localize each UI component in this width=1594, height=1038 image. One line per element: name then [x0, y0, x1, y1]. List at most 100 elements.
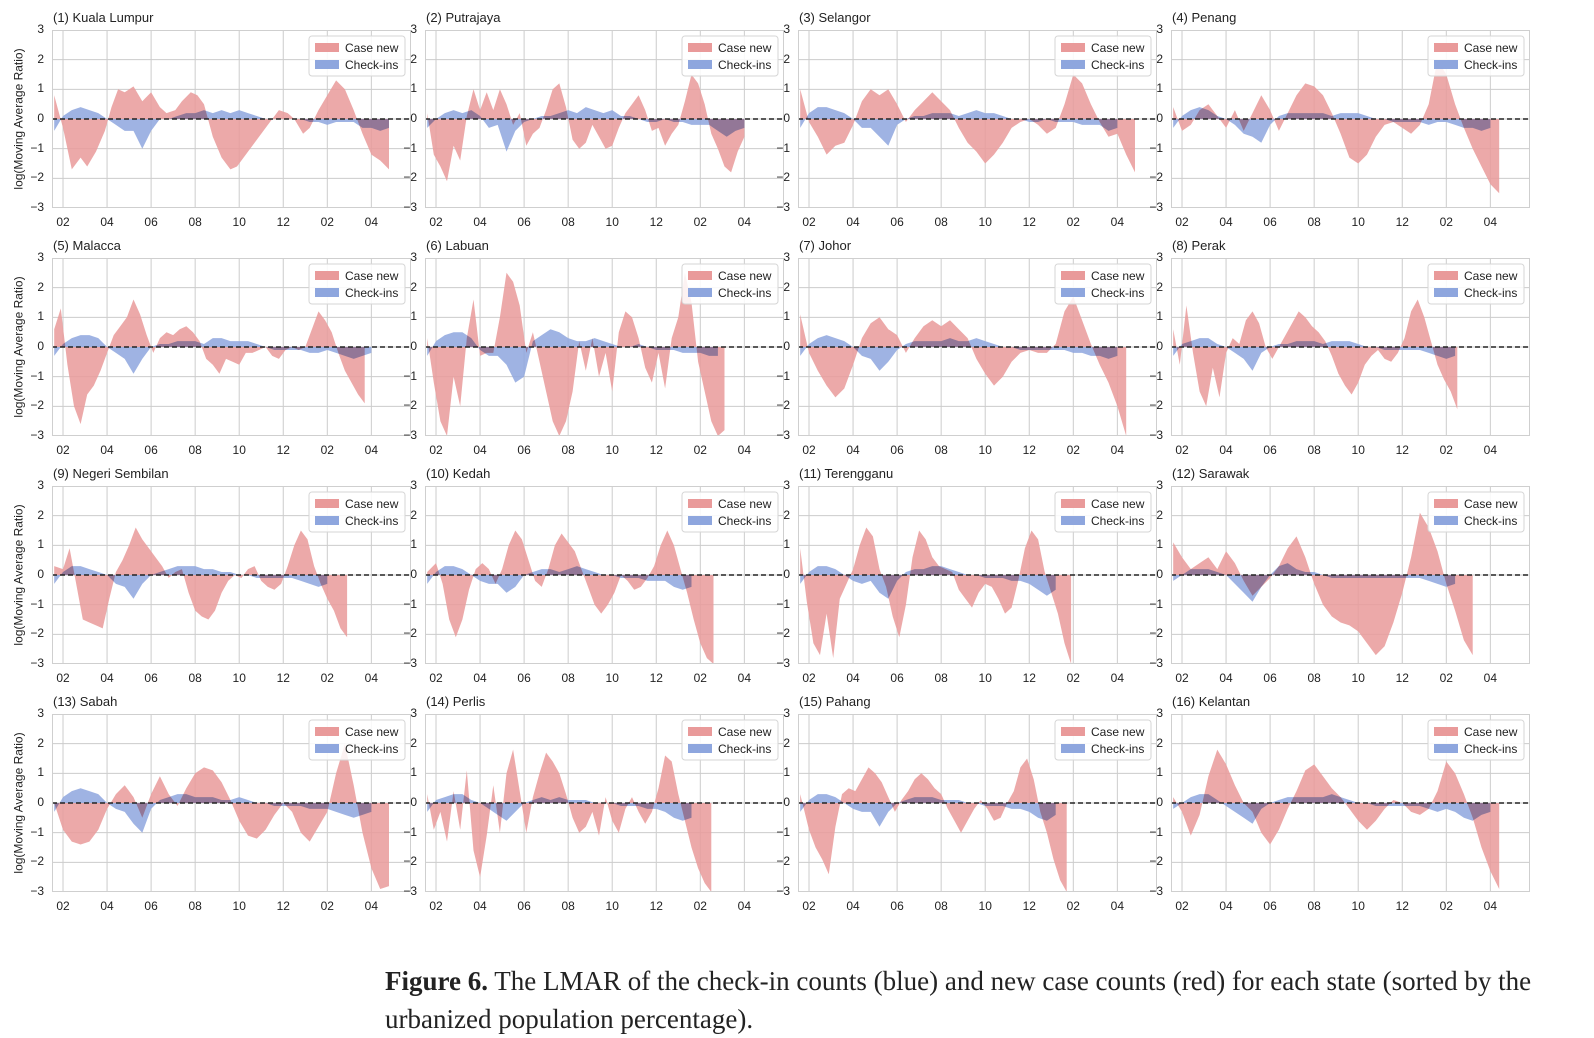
- x-tick-label: 12: [276, 215, 290, 229]
- y-tick-label: −1: [776, 368, 790, 383]
- x-tick-label: 04: [364, 215, 379, 229]
- y-tick-label: 1: [1156, 81, 1163, 96]
- x-tick-label: 06: [517, 443, 531, 457]
- x-tick-label: 12: [276, 899, 290, 913]
- y-tick-label: 2: [37, 507, 44, 522]
- x-tick-label: 06: [517, 215, 531, 229]
- panel-title: (6) Labuan: [426, 238, 489, 253]
- legend-swatch-check-ins: [688, 744, 712, 753]
- y-tick-label: −3: [776, 656, 790, 670]
- y-tick-label: 2: [37, 51, 44, 66]
- legend-label-case-new: Case new: [345, 497, 399, 511]
- x-tick-label: 02: [1439, 215, 1453, 229]
- legend: Case new Check-ins: [1427, 719, 1525, 761]
- legend-label-case-new: Case new: [1091, 725, 1145, 739]
- y-axis-label: log(Moving Average Ratio): [11, 276, 26, 418]
- panel-2: Case new Check-ins: [425, 30, 784, 208]
- y-tick-label: 2: [1156, 51, 1163, 66]
- x-tick-label: 02: [429, 215, 443, 229]
- legend-swatch-check-ins: [315, 288, 339, 297]
- x-tick-label: 02: [693, 215, 707, 229]
- panel-14: Case new Check-ins: [425, 714, 784, 892]
- axes-frame: [798, 258, 1157, 436]
- case-new-area: [1173, 59, 1500, 194]
- legend-label-case-new: Case new: [1464, 41, 1518, 55]
- x-tick-label: 10: [978, 899, 992, 913]
- x-tick-label: 10: [1351, 443, 1365, 457]
- y-tick-label: −1: [1149, 368, 1163, 383]
- x-tick-label: 06: [890, 443, 904, 457]
- x-tick-label: 12: [649, 671, 663, 685]
- y-tick-label: 3: [1156, 706, 1163, 720]
- legend: Case new Check-ins: [681, 263, 779, 305]
- legend: Case new Check-ins: [1054, 491, 1152, 533]
- x-tick-label: 04: [1110, 215, 1125, 229]
- legend-swatch-case-new: [1061, 43, 1085, 52]
- x-tick-label: 04: [364, 899, 379, 913]
- y-tick-label: 2: [1156, 279, 1163, 294]
- x-tick-label: 04: [1219, 215, 1233, 229]
- panel-13: Case new Check-ins: [52, 714, 411, 892]
- y-tick-label: −3: [776, 884, 790, 898]
- y-tick-label: 2: [1156, 735, 1163, 750]
- y-tick-label: 1: [410, 309, 417, 324]
- check-ins-area: [1173, 338, 1456, 371]
- x-tick-label: 08: [934, 671, 948, 685]
- x-tick-label: 10: [978, 443, 992, 457]
- legend-swatch-case-new: [1434, 271, 1458, 280]
- plot-area: Case new Check-ins: [425, 30, 784, 208]
- x-tick-label: 12: [1022, 215, 1036, 229]
- x-tick-label: 10: [232, 215, 246, 229]
- plot-area: Case new Check-ins: [425, 486, 784, 664]
- x-tick-label: 02: [56, 215, 70, 229]
- legend-label-check-ins: Check-ins: [1464, 514, 1517, 528]
- x-tick-label: 04: [100, 671, 114, 685]
- y-tick-label: 3: [37, 706, 44, 720]
- x-tick-label: 06: [1263, 899, 1277, 913]
- x-tick-label: 04: [1483, 899, 1498, 913]
- x-tick-label: 02: [56, 899, 70, 913]
- legend-label-case-new: Case new: [718, 41, 772, 55]
- axes-frame: [52, 486, 411, 664]
- legend-swatch-case-new: [1061, 271, 1085, 280]
- legend-swatch-case-new: [1061, 499, 1085, 508]
- legend-swatch-check-ins: [688, 60, 712, 69]
- legend-label-check-ins: Check-ins: [345, 58, 398, 72]
- y-tick-label: 1: [783, 765, 790, 780]
- legend-label-case-new: Case new: [718, 497, 772, 511]
- legend-swatch-check-ins: [688, 288, 712, 297]
- x-tick-label: 12: [1395, 899, 1409, 913]
- legend-swatch-check-ins: [315, 516, 339, 525]
- y-tick-label: 1: [1156, 309, 1163, 324]
- x-tick-label: 12: [649, 899, 663, 913]
- y-tick-label: 3: [1156, 22, 1163, 36]
- case-new-area: [427, 749, 712, 892]
- plot-area: Case new Check-ins: [798, 258, 1157, 436]
- case-new-area: [54, 299, 365, 425]
- case-new-area: [427, 272, 725, 436]
- x-tick-label: 08: [561, 215, 575, 229]
- y-tick-label: 0: [1156, 795, 1163, 809]
- y-tick-label: 0: [37, 339, 44, 353]
- panel-title: (4) Penang: [1172, 10, 1237, 25]
- x-tick-label: 08: [188, 671, 202, 685]
- y-tick-label: 0: [37, 111, 44, 125]
- y-tick-label: −2: [403, 398, 417, 413]
- x-tick-label: 04: [737, 899, 752, 913]
- legend-swatch-case-new: [688, 499, 712, 508]
- axes-frame: [1171, 714, 1530, 892]
- case-new-area: [1173, 749, 1500, 889]
- y-tick-label: 1: [37, 537, 44, 552]
- y-tick-label: −1: [403, 140, 417, 155]
- legend-label-case-new: Case new: [1091, 497, 1145, 511]
- x-tick-label: 04: [737, 443, 752, 457]
- y-tick-label: −2: [776, 398, 790, 413]
- y-tick-label: −1: [403, 596, 417, 611]
- check-ins-area: [427, 107, 745, 152]
- y-tick-label: 2: [783, 735, 790, 750]
- legend-label-case-new: Case new: [1091, 41, 1145, 55]
- x-tick-label: 06: [144, 899, 158, 913]
- legend-swatch-case-new: [1061, 727, 1085, 736]
- legend: Case new Check-ins: [308, 35, 406, 77]
- y-tick-label: 3: [783, 478, 790, 492]
